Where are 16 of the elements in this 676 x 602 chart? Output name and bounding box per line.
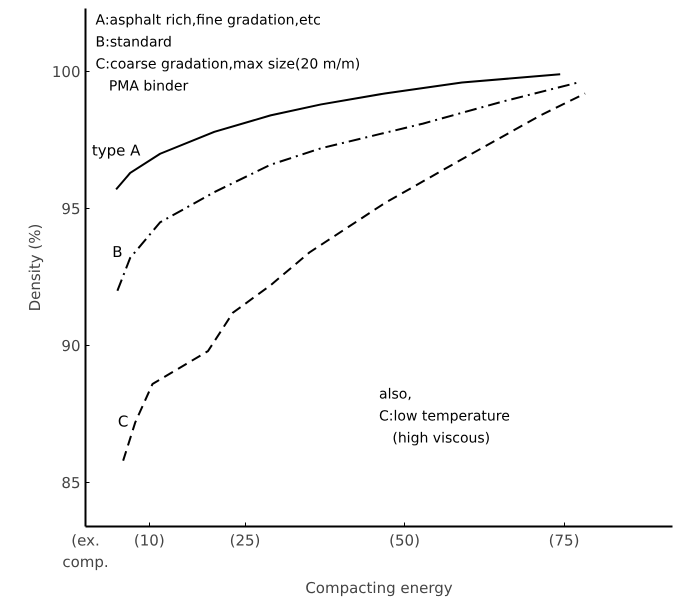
series-label: B — [112, 242, 123, 261]
x-tick-label: (ex. comp. — [62, 532, 109, 572]
y-tick-label: 95 — [61, 200, 81, 218]
y-tick-label: 100 — [52, 63, 81, 82]
series-label: C — [118, 412, 128, 431]
x-tick-label: (75) — [548, 532, 580, 550]
annotation: also, C:low temperature (high viscous) — [379, 386, 510, 447]
y-axis-title: Density (%) — [26, 224, 44, 312]
y-tick-label: 85 — [61, 474, 81, 492]
x-tick-label: (10) — [134, 532, 165, 550]
x-tick-label: (25) — [230, 532, 260, 550]
series-label: type A — [92, 141, 142, 160]
x-axis-title: Compacting energy — [305, 579, 453, 598]
x-tick-label: (50) — [389, 532, 420, 550]
y-tick-label: 90 — [61, 337, 81, 356]
annotation: A:asphalt rich,fine gradation,etc B:standard C:coarse gradation,max size(20 m/m) PMA binder — [96, 12, 360, 94]
